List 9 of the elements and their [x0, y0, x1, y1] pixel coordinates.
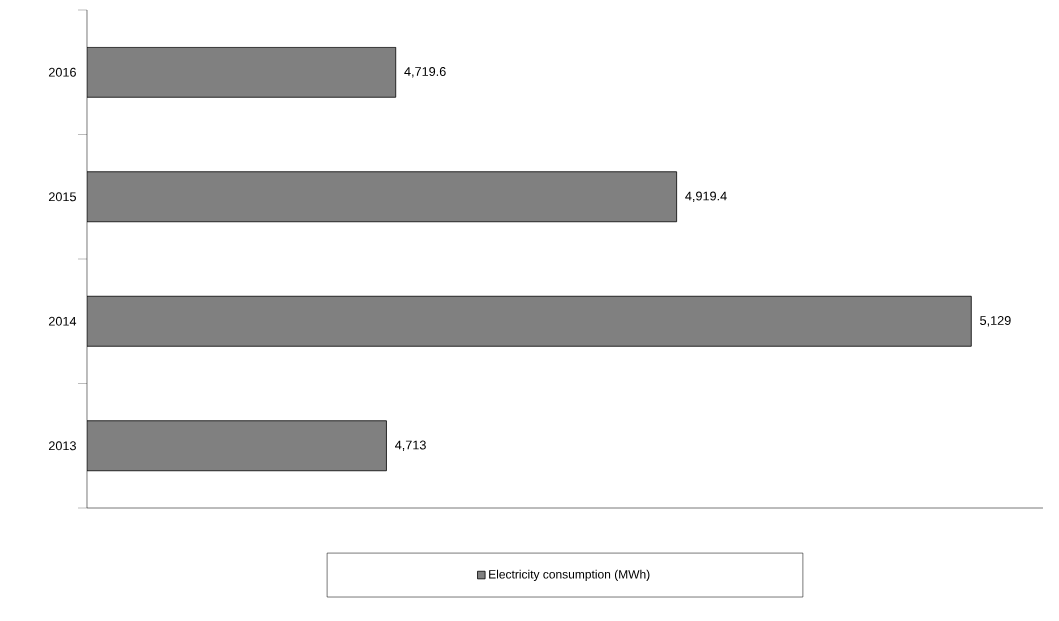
- data-label: 4,719.6: [404, 67, 446, 78]
- y-tick-label: 2013: [48, 441, 76, 451]
- y-tick-label: 2016: [48, 67, 76, 77]
- legend-label: Electricity consumption (MWh): [489, 569, 650, 581]
- data-label: 4,919.4: [685, 191, 727, 202]
- data-label: 4,713: [395, 440, 426, 451]
- y-tick-label: 2014: [48, 316, 77, 326]
- data-label: 5,129: [980, 316, 1011, 327]
- y-tick-label: 2015: [48, 192, 76, 202]
